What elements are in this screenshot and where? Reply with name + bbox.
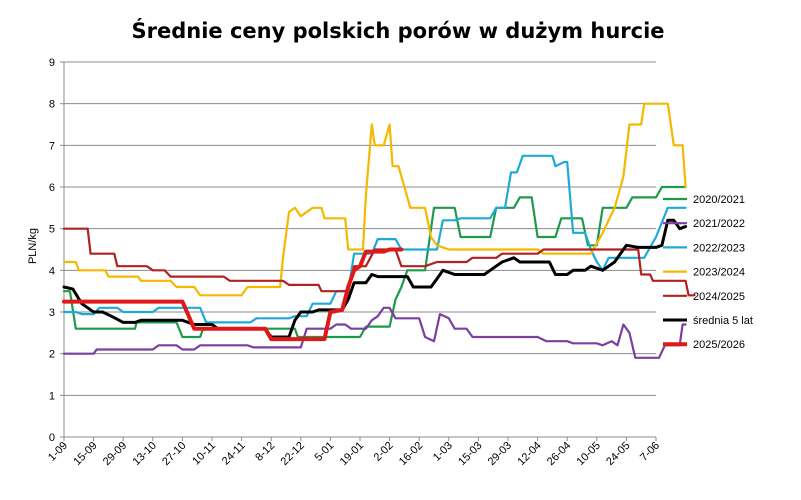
legend: 2020/2021 2021/2022 2022/2023 2023/2024 2024… (663, 194, 753, 351)
x-tick-label: 27-10 (160, 440, 188, 468)
y-tick-labels: 0 1 2 3 4 5 6 7 8 9 (49, 57, 55, 444)
x-tick-label: 8-12 (253, 440, 277, 464)
y-tick-label: 5 (49, 224, 55, 236)
series-line-6 (62, 247, 404, 342)
legend-label: 2023/2024 (693, 267, 745, 279)
x-tick-label: 2-02 (372, 440, 396, 464)
legend-label: 2025/2026 (693, 339, 745, 351)
x-tick-label: 1-03 (431, 440, 455, 464)
x-tick-label: 12-04 (515, 440, 543, 468)
series-line-4 (62, 227, 696, 297)
legend-label: 2021/2022 (693, 218, 745, 230)
plot-area (62, 102, 696, 359)
y-tick-label: 6 (49, 182, 55, 194)
x-tick-label: 5-01 (312, 440, 336, 464)
x-tick-label: 24-11 (220, 440, 248, 468)
x-tick-label: 29-03 (486, 440, 514, 468)
x-tick-label: 15-09 (71, 440, 99, 468)
y-tick-label: 3 (49, 307, 55, 319)
x-tick-labels: 1-09 15-09 29-09 13-10 27-10 10-11 24-11 8-12 22… (46, 440, 662, 468)
x-tick-label: 15-03 (456, 440, 484, 468)
x-tick-label: 24-05 (604, 440, 632, 468)
y-tick-label: 9 (49, 57, 55, 69)
gridlines (64, 61, 656, 396)
series-line-5 (62, 218, 688, 339)
x-tick-label: 26-04 (545, 440, 573, 468)
x-tick-label: 13-10 (131, 440, 159, 468)
x-tick-label: 10-11 (190, 440, 218, 468)
y-tick-label: 1 (49, 390, 55, 402)
axes (60, 61, 657, 441)
chart-title: Średnie ceny polskich porów w dużym hurc… (131, 18, 664, 43)
x-tick-label: 19-01 (338, 440, 366, 468)
series-line-0 (62, 185, 687, 339)
legend-label: średnia 5 lat (693, 315, 753, 327)
series-line-3 (62, 102, 687, 297)
x-tick-label: 22-12 (279, 440, 307, 468)
y-tick-label: 8 (49, 99, 55, 111)
series-line-1 (62, 306, 687, 359)
y-tick-label: 0 (49, 432, 55, 444)
legend-label: 2022/2023 (693, 242, 745, 254)
y-tick-label: 2 (49, 349, 55, 361)
x-tick-label: 29-09 (101, 440, 129, 468)
x-tick-label: 7-06 (638, 440, 662, 464)
x-tick-label: 16-02 (397, 440, 425, 468)
y-tick-label: 4 (49, 265, 55, 277)
series-line-2 (62, 154, 687, 324)
legend-label: 2020/2021 (693, 194, 745, 206)
y-axis-label: PLN/kg (27, 228, 39, 264)
x-tick-label: 10-05 (575, 440, 603, 468)
y-tick-label: 7 (49, 140, 55, 152)
legend-label: 2024/2025 (693, 291, 745, 303)
